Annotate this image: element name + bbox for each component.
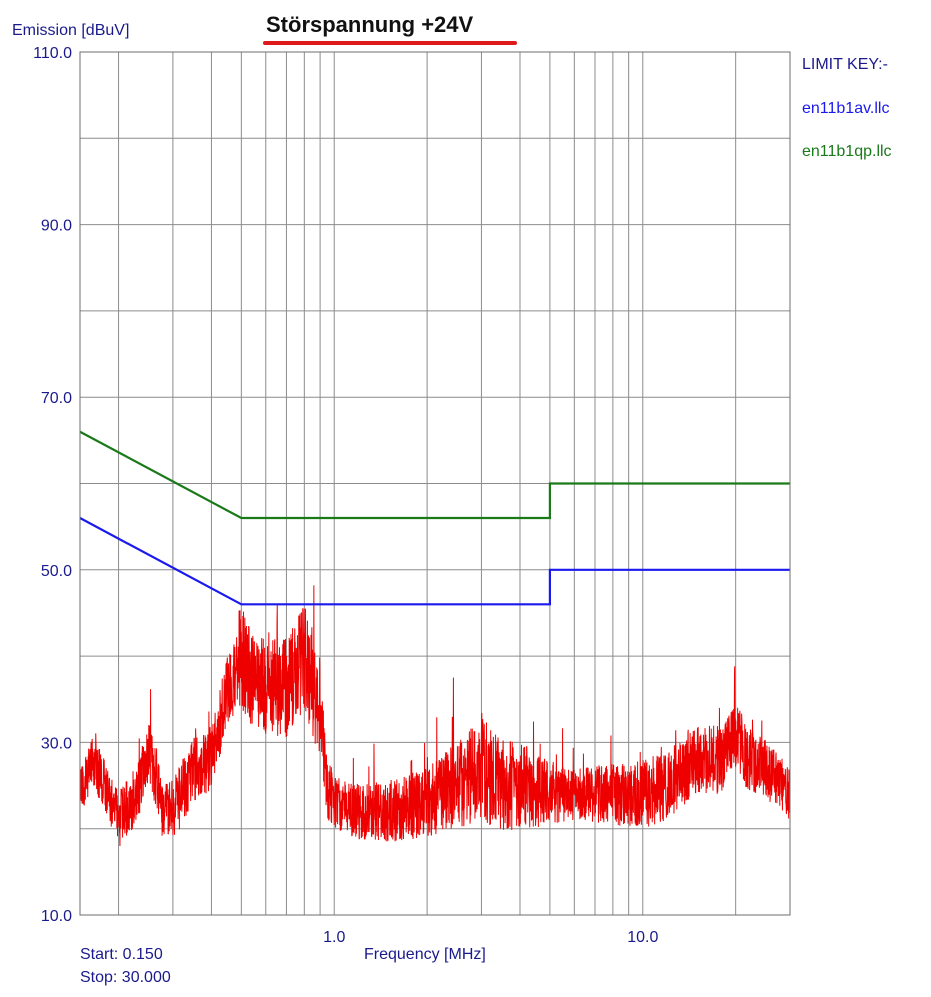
legend-item-qp: en11b1qp.llc [802,143,892,160]
y-tick-labels: 110.0 90.0 70.0 50.0 30.0 10.0 [33,45,72,925]
y-tick-label: 90.0 [41,218,72,235]
chart-title: Störspannung +24V [266,12,474,37]
plot-frame [79,51,791,916]
y-tick-label: 70.0 [41,390,72,407]
y-tick-label: 30.0 [41,735,72,752]
limit-line-en11b1qp-llc [79,430,790,520]
measurement-trace-group [79,585,791,846]
title-underline [263,41,517,45]
y-tick-label: 50.0 [41,563,72,580]
y-axis-title: Emission [dBuV] [12,22,130,39]
x-tick-labels: 1.0 10.0 [323,929,658,946]
stop-frequency-label: Stop: 30.000 [80,969,171,986]
x-tick-label: 10.0 [627,929,658,946]
y-tick-label: 110.0 [33,45,72,62]
start-frequency-label: Start: 0.150 [80,946,163,963]
x-tick-label: 1.0 [323,929,345,946]
x-axis-title: Frequency [MHz] [364,946,486,963]
y-tick-label: 10.0 [41,908,72,925]
legend-item-av: en11b1av.llc [802,100,890,117]
limit-line-en11b1av-llc [79,517,790,606]
limit-lines [79,430,790,606]
legend-heading: LIMIT KEY:- [802,56,888,73]
measurement-trace [79,585,791,846]
